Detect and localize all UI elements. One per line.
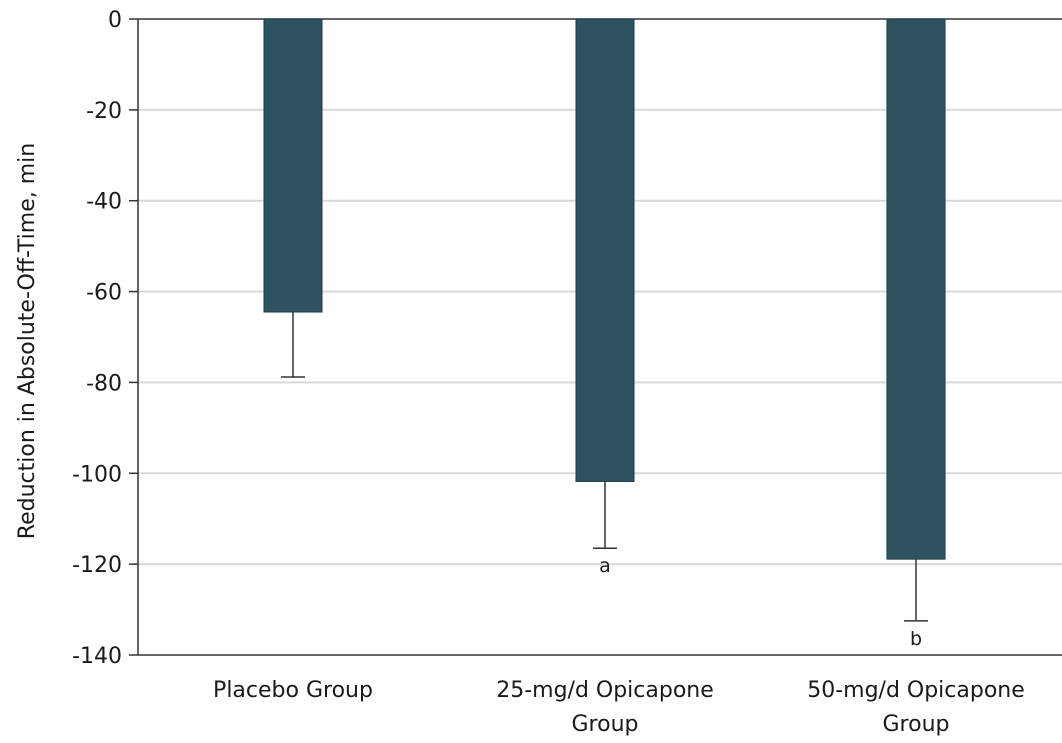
y-tick-label-1: -20 [86, 99, 122, 124]
bar-0 [263, 18, 323, 313]
y-tick-label-0: 0 [108, 8, 122, 33]
x-tick-label-2-line-1: Group [883, 712, 950, 737]
y-tick-label-6: -120 [72, 553, 122, 578]
y-tick-label-3: -60 [86, 281, 122, 306]
x-tick-label-2: 50-mg/d Opicapone Group [807, 678, 1025, 737]
x-tick-label-2-line-0: 50-mg/d Opicapone [807, 678, 1025, 703]
y-tick-label-4: -80 [86, 371, 122, 396]
x-tick-label-0: Placebo Group [213, 678, 373, 703]
y-tick-label-7: -140 [72, 644, 122, 669]
y-tick-label-5: -100 [72, 462, 122, 487]
bar-2 [886, 18, 946, 560]
bar-1 [575, 18, 635, 482]
y-tick-label-2: -40 [86, 190, 122, 215]
annotation-2: b [910, 628, 922, 650]
annotation-1: a [599, 555, 611, 577]
x-tick-label-1: 25-mg/d Opicapone Group [496, 678, 714, 737]
x-tick-label-0-line-0: Placebo Group [213, 678, 373, 703]
x-tick-label-1-line-1: Group [572, 712, 639, 737]
x-tick-label-1-line-0: 25-mg/d Opicapone [496, 678, 714, 703]
y-axis-label: Reduction in Absolute-Off-Time, min [15, 143, 40, 539]
